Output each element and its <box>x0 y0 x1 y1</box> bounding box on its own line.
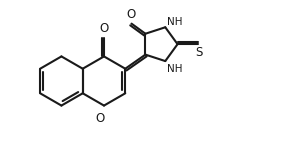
Text: S: S <box>195 46 202 59</box>
Text: O: O <box>127 8 136 21</box>
Text: NH: NH <box>167 64 183 74</box>
Text: O: O <box>99 22 109 35</box>
Text: NH: NH <box>167 17 183 27</box>
Text: O: O <box>96 112 105 125</box>
